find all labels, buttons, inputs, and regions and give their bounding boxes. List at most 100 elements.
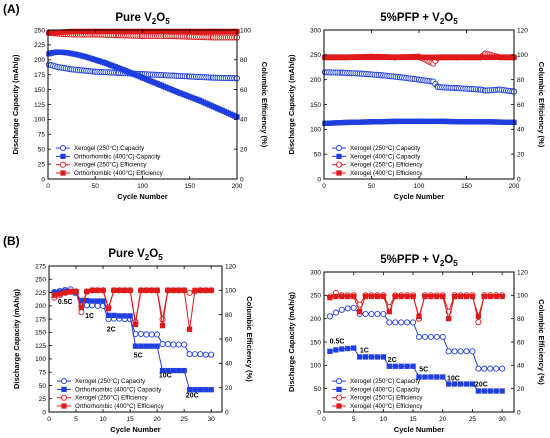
data-point-0 bbox=[60, 153, 66, 160]
x-axis-title: Cycle Number bbox=[117, 192, 168, 201]
data-point-6 bbox=[362, 354, 369, 360]
data-point-16 bbox=[422, 374, 428, 380]
data-point-7 bbox=[368, 354, 375, 360]
data-point-22 bbox=[170, 287, 176, 293]
data-point-13 bbox=[122, 313, 128, 319]
data-point-0 bbox=[51, 292, 58, 298]
data-point-1 bbox=[57, 291, 63, 297]
data-point-19 bbox=[154, 343, 160, 349]
data-point-0 bbox=[336, 386, 342, 393]
data-point-12 bbox=[398, 363, 404, 369]
series-2 bbox=[327, 345, 505, 394]
data-point-19 bbox=[154, 331, 161, 338]
data-point-27 bbox=[487, 388, 493, 394]
x-tick-label: 0 bbox=[47, 416, 51, 423]
x-tick-label: 0 bbox=[322, 183, 326, 190]
data-point-17 bbox=[428, 374, 434, 380]
c-rate-label: 0.5C bbox=[330, 338, 345, 345]
panel-label-a: (A) bbox=[3, 2, 20, 16]
legend-label: Xerogel (400°C) Efficiency bbox=[350, 403, 423, 410]
series-line bbox=[54, 289, 212, 330]
y-tick-label: 75 bbox=[39, 369, 47, 376]
y-tick-label: 0 bbox=[317, 176, 321, 183]
y-tick-label: 150 bbox=[310, 339, 321, 346]
data-point-21 bbox=[164, 340, 171, 348]
data-point-13 bbox=[404, 319, 411, 326]
data-point-14 bbox=[410, 363, 416, 369]
data-point-3 bbox=[344, 305, 351, 312]
data-point-10 bbox=[386, 309, 392, 315]
c-rate-label: 5C bbox=[134, 352, 143, 359]
data-point-8 bbox=[94, 302, 101, 309]
y2-tick-label: 120 bbox=[517, 27, 528, 34]
data-point-16 bbox=[422, 293, 428, 300]
y-tick-label: 50 bbox=[314, 151, 322, 158]
data-point-4 bbox=[351, 345, 357, 351]
data-point-21 bbox=[451, 348, 458, 355]
data-point-10 bbox=[105, 312, 112, 319]
y-tick-label: 250 bbox=[34, 27, 45, 34]
data-point-18 bbox=[148, 331, 155, 338]
data-point-13 bbox=[122, 287, 128, 293]
data-point-21 bbox=[451, 381, 458, 387]
x-tick-label: 0 bbox=[322, 416, 326, 423]
data-point-18 bbox=[149, 287, 155, 293]
legend-label: Xerogel (400°C) Capacity bbox=[350, 153, 421, 160]
data-point-0 bbox=[335, 394, 343, 401]
data-point-21 bbox=[451, 293, 458, 300]
data-point-7 bbox=[368, 293, 375, 300]
data-point-25 bbox=[186, 387, 193, 393]
data-point-0 bbox=[335, 145, 343, 152]
y-tick-label: 25 bbox=[38, 161, 46, 168]
data-point-17 bbox=[143, 287, 149, 293]
chart-title: 5%PFP + V2O5 bbox=[380, 12, 458, 26]
legend-label: Xerogel (250°C) Efficiency bbox=[75, 395, 148, 402]
data-point-29 bbox=[499, 293, 505, 300]
y2-tick-label: 40 bbox=[517, 127, 525, 134]
y2-tick-label: 80 bbox=[225, 312, 233, 319]
data-point-20 bbox=[159, 367, 166, 374]
legend-label: Xerogel (400°C) Capacity bbox=[350, 386, 421, 393]
data-point-5 bbox=[78, 304, 85, 311]
x-tick-label: 0 bbox=[46, 183, 50, 190]
data-point-9 bbox=[380, 354, 387, 360]
data-point-29 bbox=[499, 365, 506, 372]
data-point-11 bbox=[111, 312, 117, 319]
data-point-26 bbox=[481, 365, 488, 372]
panel-label-b: (B) bbox=[3, 234, 20, 248]
x-tick-label: 5 bbox=[74, 416, 78, 423]
data-point-0 bbox=[60, 378, 68, 385]
y2-axis-title: Columbic Efficiency (%) bbox=[537, 62, 546, 148]
data-point-0 bbox=[335, 161, 343, 168]
y2-axis-title: Columbic Efficiency (%) bbox=[245, 296, 254, 382]
series-4 bbox=[46, 28, 240, 36]
y2-tick-label: 20 bbox=[225, 385, 233, 392]
data-point-18 bbox=[433, 333, 440, 340]
y2-tick-label: 20 bbox=[517, 386, 525, 393]
data-point-27 bbox=[197, 387, 204, 393]
data-point-0 bbox=[59, 161, 67, 168]
data-point-24 bbox=[181, 341, 188, 348]
y-tick-label: 100 bbox=[310, 363, 321, 370]
x-tick-label: 25 bbox=[469, 416, 477, 423]
data-point-10 bbox=[386, 319, 393, 326]
data-point-27 bbox=[197, 287, 204, 293]
c-rate-label: 2C bbox=[107, 326, 116, 333]
x-tick-label: 30 bbox=[208, 416, 216, 423]
data-point-7 bbox=[89, 287, 95, 293]
data-point-23 bbox=[463, 293, 470, 300]
series-4 bbox=[51, 287, 214, 332]
data-point-18 bbox=[149, 343, 155, 349]
y-tick-label: 0 bbox=[317, 409, 321, 416]
data-point-20 bbox=[446, 316, 452, 322]
data-point-11 bbox=[111, 287, 117, 293]
data-point-17 bbox=[143, 331, 150, 338]
data-point-8 bbox=[374, 293, 381, 300]
y2-tick-label: 120 bbox=[225, 263, 236, 270]
y-tick-label: 100 bbox=[34, 117, 45, 124]
data-point-0 bbox=[61, 386, 67, 393]
x-tick-label: 50 bbox=[368, 183, 376, 190]
x-tick-label: 200 bbox=[509, 183, 520, 190]
